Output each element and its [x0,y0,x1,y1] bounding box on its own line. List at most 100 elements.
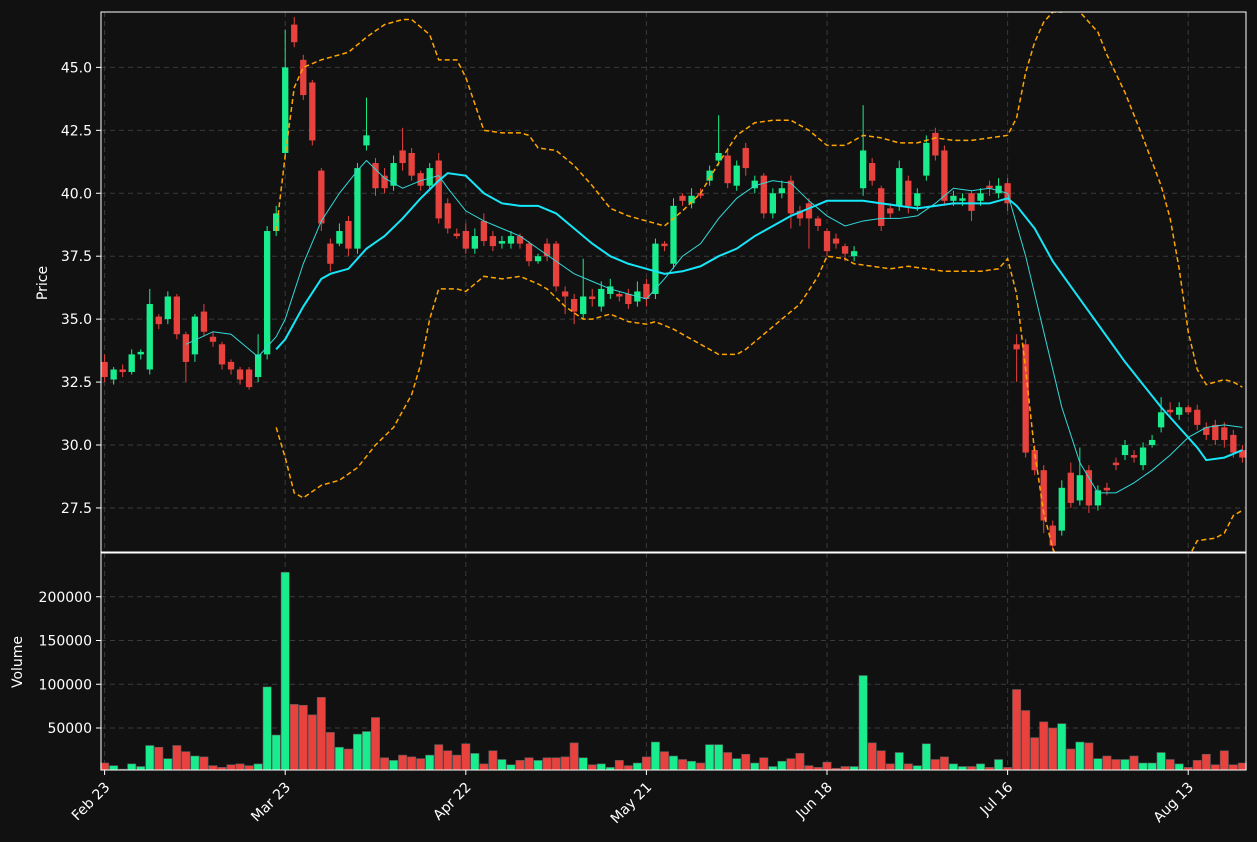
candle-body [950,195,957,201]
candle-body [435,160,442,219]
candle-body [561,291,569,297]
y-axis-label: Price [35,266,51,300]
candle-body [995,185,1002,194]
volume-bar [1057,723,1067,771]
candle-body [318,170,325,224]
volume-bar [1021,710,1031,771]
volume-bar [208,765,218,771]
candle-body [462,231,469,249]
indicator-line [275,12,1243,388]
volume-bar [650,741,660,771]
candle-body [959,198,966,201]
candle-body [1221,427,1228,440]
volume-bar [533,760,543,771]
candle-body [859,150,867,189]
volume-bar [641,756,651,771]
candle-body [1031,450,1038,471]
volume-bar [407,756,417,771]
candle-body [986,185,993,189]
volume-bar [587,764,597,771]
candle-body [896,168,903,206]
volume-bar [596,763,606,771]
volume-bar [145,745,155,771]
candle-body [878,188,885,226]
volume-bar [994,759,1004,771]
volume-bar [1174,763,1184,771]
volume-bar [380,757,389,771]
volume-bar [190,755,200,771]
volume-bar [885,763,895,771]
volume-bar [1093,758,1103,771]
candle-body [480,220,488,242]
volume-bar [660,751,669,771]
candle-body [850,251,858,257]
volume-bar [389,760,399,771]
volume-bar [163,758,173,771]
candle-body [1013,344,1020,350]
y-tick-label: 45.0 [61,60,92,76]
volume-bar [732,758,742,771]
candle-body [715,152,722,161]
candle-body [273,213,280,232]
candle-body [507,236,515,244]
volume-bar [280,571,290,771]
candle-body [733,165,740,186]
candle-body [155,316,162,325]
candle-body [1085,470,1093,506]
volume-bar [569,742,579,771]
indicator-line [275,172,1243,462]
volume-bar [795,753,805,771]
candle-body [1112,462,1120,466]
candle-body [489,236,497,247]
candle-body [697,193,704,196]
volume-bar [172,745,182,771]
candle-body [688,195,695,204]
volume-tick-label: 200000 [39,590,92,606]
volume-bar [226,764,236,771]
candle-body [137,351,144,355]
volume-bar [524,757,534,771]
volume-bar [687,760,697,771]
volume-bar [271,734,281,771]
volume-bar [786,758,796,771]
candle-body [778,188,786,194]
y-tick-label: 37.5 [61,249,92,265]
candle-body [616,293,623,297]
volume-bar [1165,759,1175,771]
candle-body [552,243,560,287]
candle-body [363,135,370,146]
candle-body [652,243,659,294]
volume-bar [1156,752,1166,771]
indicator-line [185,159,1243,494]
volume-bar [723,752,733,771]
volume-bar [1084,742,1094,771]
volume-bar [903,763,913,771]
candle-body [1148,439,1156,446]
candle-body [1049,525,1056,546]
candle-body [1185,407,1192,413]
volume-tick-label: 50000 [47,721,92,737]
candle-body [841,246,849,254]
candle-body [977,193,984,201]
volume-bar [461,743,471,771]
volume-bar [1228,764,1238,771]
candle-body [1239,450,1246,458]
volume-bar [578,757,588,771]
candle-body [941,150,948,201]
candle-body [1094,490,1102,506]
y-tick-label: 30.0 [61,438,92,454]
volume-bar [1237,762,1247,771]
volume-bar [1111,759,1121,771]
candle-body [498,241,506,244]
candle-body [282,67,289,153]
candle-body [381,175,388,189]
volume-bar [560,756,570,771]
candle-body [787,180,795,214]
candle-body [914,193,921,206]
volume-bar [253,763,263,771]
candle-body [146,304,153,370]
candle-body [932,132,939,156]
candle-body [128,354,135,372]
candle-body [164,296,171,320]
